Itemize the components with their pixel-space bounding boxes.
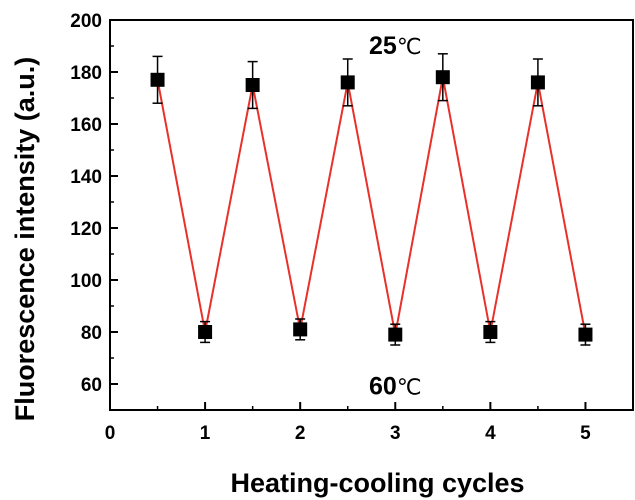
x-tick-label: 0 bbox=[105, 423, 116, 444]
data-point bbox=[150, 72, 165, 87]
x-tick-label: 3 bbox=[390, 423, 401, 444]
temperature-annotation: 25℃ bbox=[369, 32, 422, 60]
data-point bbox=[293, 322, 308, 337]
data-point bbox=[340, 75, 355, 90]
series-line bbox=[156, 77, 587, 335]
y-tick-label: 80 bbox=[81, 323, 102, 344]
annotation-number: 60 bbox=[369, 372, 397, 400]
temperature-annotation: 60℃ bbox=[369, 372, 422, 400]
y-axis: 60 80 100 120 140 160 180 200 bbox=[70, 11, 118, 411]
x-tick-label: 4 bbox=[485, 423, 496, 444]
data-point bbox=[388, 327, 403, 342]
annotations: 25℃60℃ bbox=[369, 32, 422, 401]
x-tick-label: 5 bbox=[580, 423, 591, 444]
annotation-unit: ℃ bbox=[397, 35, 422, 60]
y-tick-label: 180 bbox=[70, 63, 102, 84]
plot-area bbox=[109, 19, 634, 411]
data-point bbox=[198, 325, 213, 339]
data-point bbox=[435, 70, 450, 85]
data-point bbox=[483, 325, 498, 339]
y-tick-label: 200 bbox=[70, 11, 102, 32]
annotation-number: 25 bbox=[369, 32, 397, 60]
x-tick-label: 2 bbox=[295, 423, 306, 444]
x-tick-label: 1 bbox=[200, 423, 211, 444]
y-tick-label: 100 bbox=[70, 271, 102, 292]
y-axis-title: Fluorescence intensity (a.u.) bbox=[10, 57, 40, 422]
y-tick-label: 140 bbox=[70, 167, 102, 188]
x-axis-title: Heating-cooling cycles bbox=[230, 468, 524, 498]
annotation-unit: ℃ bbox=[397, 375, 422, 400]
y-tick-label: 60 bbox=[81, 375, 102, 396]
x-axis: 0 1 2 3 4 5 bbox=[105, 402, 591, 444]
y-tick-label: 160 bbox=[70, 115, 102, 136]
plot-frame bbox=[109, 19, 634, 411]
data-point bbox=[578, 327, 593, 342]
data-series bbox=[150, 53, 593, 346]
data-point bbox=[530, 75, 545, 90]
y-tick-label: 120 bbox=[70, 219, 102, 240]
data-point bbox=[245, 78, 260, 92]
